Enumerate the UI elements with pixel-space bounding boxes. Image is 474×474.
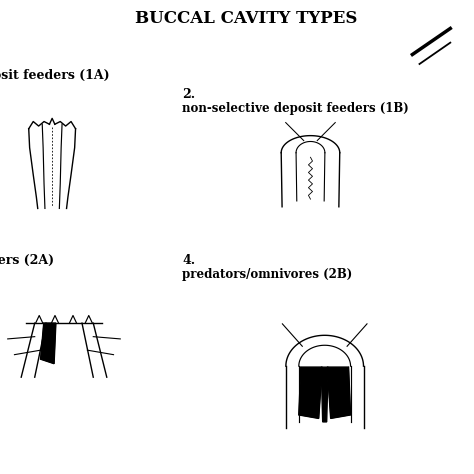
- Polygon shape: [41, 323, 56, 364]
- Text: osit feeders (1A): osit feeders (1A): [0, 69, 109, 82]
- Text: lers (2A): lers (2A): [0, 254, 54, 266]
- Text: non-selective deposit feeders (1B): non-selective deposit feeders (1B): [182, 102, 409, 115]
- Text: 4.: 4.: [182, 254, 196, 266]
- Polygon shape: [327, 367, 351, 419]
- Text: 2.: 2.: [182, 88, 196, 100]
- Text: predators/omnivores (2B): predators/omnivores (2B): [182, 268, 353, 281]
- Text: BUCCAL CAVITY TYPES: BUCCAL CAVITY TYPES: [135, 10, 358, 27]
- Polygon shape: [321, 367, 328, 422]
- Polygon shape: [299, 367, 322, 419]
